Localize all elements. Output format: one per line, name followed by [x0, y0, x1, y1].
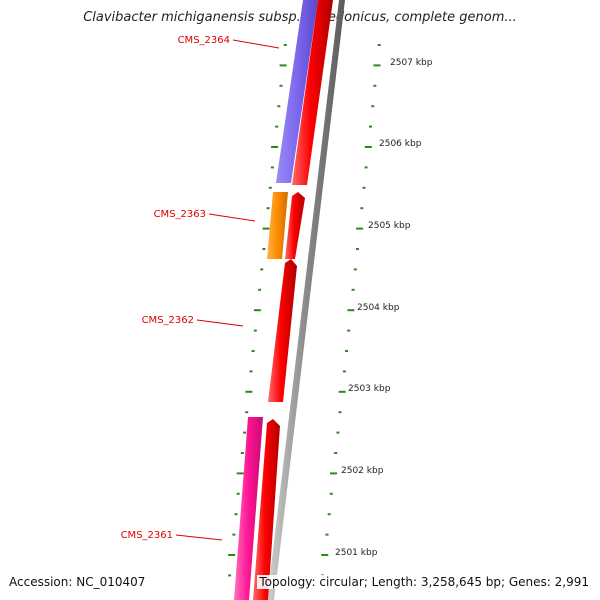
ruler-tick-label: 2507 kbp	[390, 58, 433, 68]
gene-label-leader	[175, 534, 223, 541]
gene-label-leader	[208, 213, 256, 222]
gene-cms-2364[interactable]	[276, 0, 318, 183]
gene-cms-2364-forward[interactable]	[292, 0, 333, 185]
gc-ruler-inner	[228, 44, 287, 577]
ruler-tick-label: 2504 kbp	[357, 303, 400, 313]
gene-cms-2362[interactable]	[268, 259, 297, 402]
genome-backbone	[267, 0, 345, 600]
gene-cms-2361[interactable]	[234, 417, 263, 600]
gene-label-leader	[196, 319, 244, 327]
ruler-tick-label: 2503 kbp	[348, 384, 391, 394]
gene-label-cms-2362[interactable]: CMS_2362	[142, 315, 194, 326]
genome-summary-text: Topology: circular; Length: 3,258,645 bp…	[257, 575, 591, 589]
accession-text: Accession: NC_010407	[9, 575, 146, 589]
ruler-tick-label: 2502 kbp	[341, 466, 384, 476]
gene-label-cms-2361[interactable]: CMS_2361	[121, 530, 173, 541]
gene-label-leader	[232, 39, 280, 49]
gene-label-cms-2364[interactable]: CMS_2364	[178, 35, 230, 46]
ruler-tick-label: 2505 kbp	[368, 221, 411, 231]
ruler-tick-label: 2501 kbp	[335, 548, 378, 558]
gene-cms-2361-forward[interactable]	[253, 419, 280, 600]
map-title: Clavibacter michiganensis subsp. sepedon…	[83, 10, 517, 25]
gene-cms-2363-forward[interactable]	[285, 192, 305, 259]
ruler-tick-label: 2506 kbp	[379, 139, 422, 149]
gene-cms-2363[interactable]	[267, 192, 288, 259]
gene-label-cms-2363[interactable]: CMS_2363	[154, 209, 206, 220]
